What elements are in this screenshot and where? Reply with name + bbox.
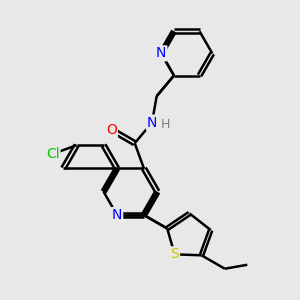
Text: N: N (147, 116, 157, 130)
Text: N: N (112, 208, 122, 222)
Text: O: O (106, 123, 117, 137)
Text: Cl: Cl (46, 147, 59, 161)
Text: H: H (160, 118, 170, 131)
Text: N: N (156, 46, 166, 60)
Text: S: S (170, 247, 179, 261)
